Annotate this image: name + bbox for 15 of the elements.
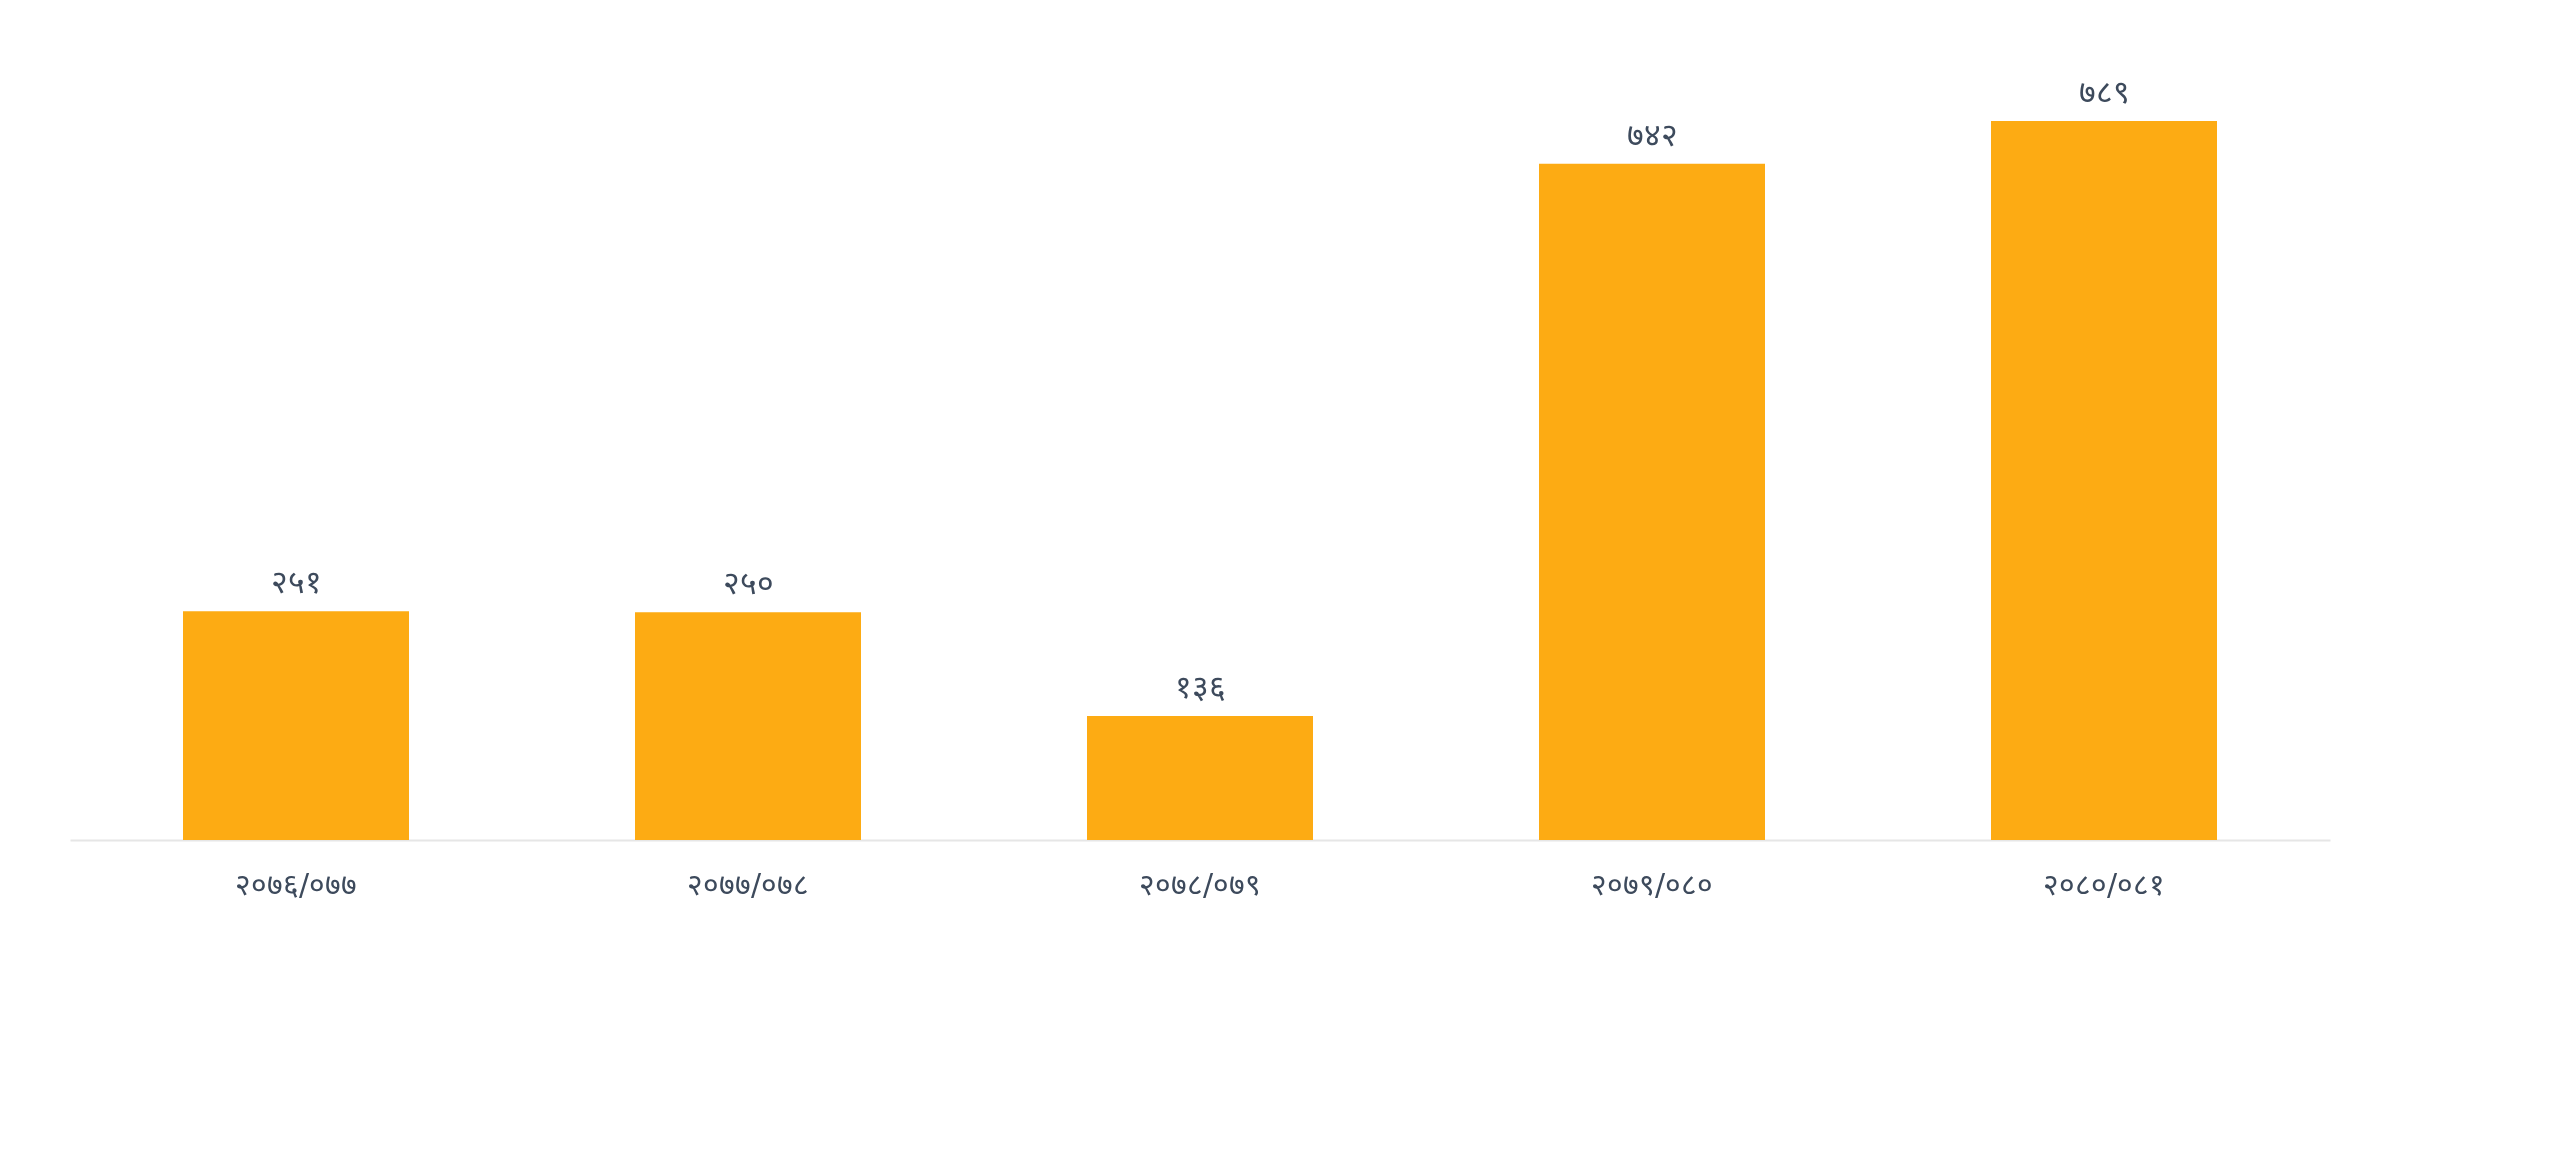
x-tick-label: २०८०/०८१ <box>2042 866 2166 902</box>
bar <box>635 612 861 840</box>
data-label: ७४२ <box>1626 115 1678 154</box>
data-label: ७८९ <box>2078 73 2130 112</box>
bar <box>1087 716 1313 840</box>
bar <box>183 611 409 840</box>
bar <box>1539 163 1765 840</box>
x-tick-label: २०७७/०७८ <box>686 866 810 902</box>
x-tick-label: २०७९/०८० <box>1590 866 1714 902</box>
data-label: १३६ <box>1174 668 1226 707</box>
x-tick-label: २०७८/०७९ <box>1138 866 1262 902</box>
x-tick-label: २०७६/०७७ <box>234 866 358 902</box>
data-label: २५० <box>722 564 774 603</box>
data-label: २५१ <box>270 563 322 602</box>
bar <box>1991 121 2217 840</box>
